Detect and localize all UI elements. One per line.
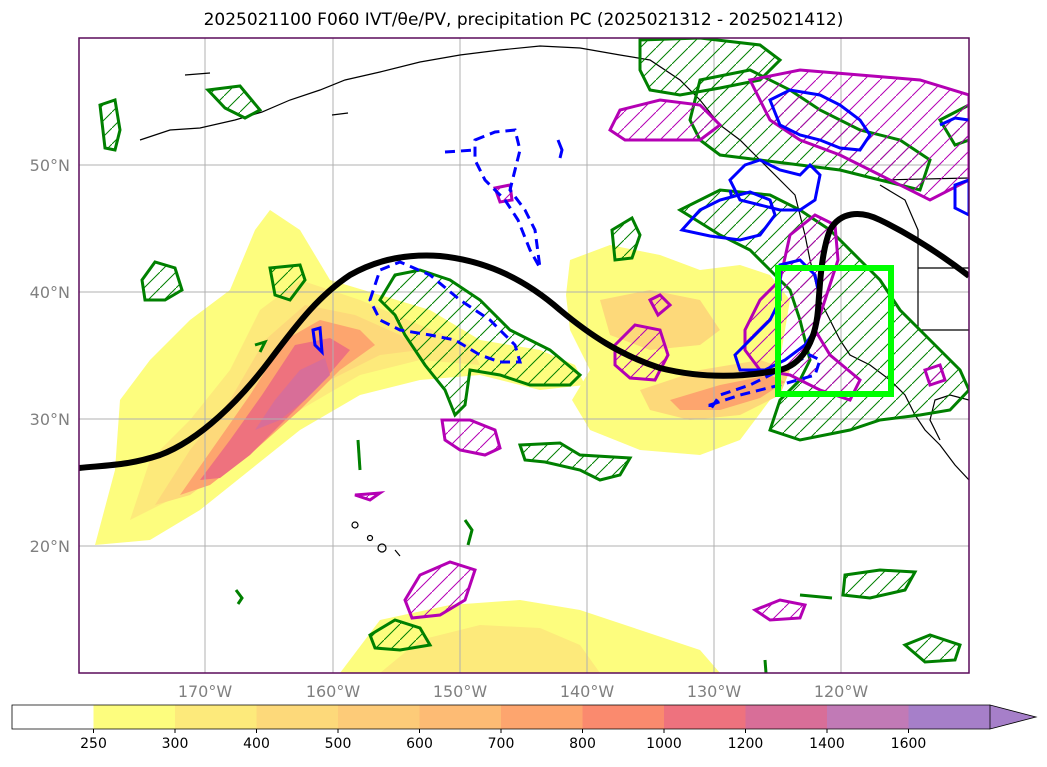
ivt-west-max	[255, 358, 330, 430]
ivt-south-band-2	[380, 625, 600, 673]
lat-label-40n: 40°N	[30, 283, 70, 302]
precip-contours	[354, 68, 969, 622]
colorbar: 250 300 400 500 600 700 800 1000 1200 1400 1600	[11, 704, 1038, 752]
colorbar-swatch	[12, 705, 94, 729]
colorbar-swatch	[338, 705, 420, 729]
colorbar-swatch	[827, 705, 909, 729]
colorbar-swatch	[175, 705, 257, 729]
longitude-labels: 170°W 160°W 150°W 140°W 130°W 120°W	[178, 682, 869, 701]
colorbar-swatch	[256, 705, 339, 729]
colorbar-tick-label: 500	[325, 736, 352, 752]
colorbar-swatch	[582, 705, 665, 729]
colorbar-tick-label: 250	[80, 736, 107, 752]
lat-label-50n: 50°N	[30, 156, 70, 175]
colorbar-tick-label: 1200	[728, 736, 764, 752]
colorbar-swatch	[908, 705, 991, 729]
colorbar-swatch	[745, 705, 828, 729]
lon-label-170w: 170°W	[178, 682, 233, 701]
colorbar-tick-label: 1000	[646, 736, 682, 752]
lat-label-20n: 20°N	[30, 537, 70, 556]
ivt-shading	[95, 210, 790, 673]
theta-e-contours	[311, 88, 969, 415]
colorbar-tick-label: 400	[243, 736, 270, 752]
colorbar-tick-label: 800	[569, 736, 596, 752]
colorbar-swatch	[419, 705, 502, 729]
lon-label-150w: 150°W	[433, 682, 488, 701]
map-frame	[78, 37, 970, 674]
latitude-labels: 50°N 40°N 30°N 20°N	[30, 156, 70, 556]
colorbar-swatch	[93, 705, 176, 729]
colorbar-tick-label: 1400	[809, 736, 845, 752]
lon-label-160w: 160°W	[306, 682, 361, 701]
colorbar-tick-label: 1600	[891, 736, 927, 752]
pv-small-contours	[234, 339, 833, 673]
colorbar-swatch	[664, 705, 746, 729]
colorbar-tick-label: 600	[406, 736, 433, 752]
map-title: 2025021100 F060 IVT/θe/PV, precipitation…	[203, 10, 844, 30]
map-plot-area	[79, 38, 969, 673]
target-region-box	[775, 265, 894, 397]
lon-label-130w: 130°W	[687, 682, 742, 701]
lon-label-140w: 140°W	[560, 682, 615, 701]
lat-label-30n: 30°N	[30, 410, 70, 429]
colorbar-extend-arrow	[989, 704, 1038, 730]
jet-stream-line	[79, 211, 969, 471]
colorbar-tick-label: 300	[162, 736, 189, 752]
lon-label-120w: 120°W	[814, 682, 869, 701]
colorbar-tick-label: 700	[488, 736, 515, 752]
colorbar-swatch	[501, 705, 583, 729]
